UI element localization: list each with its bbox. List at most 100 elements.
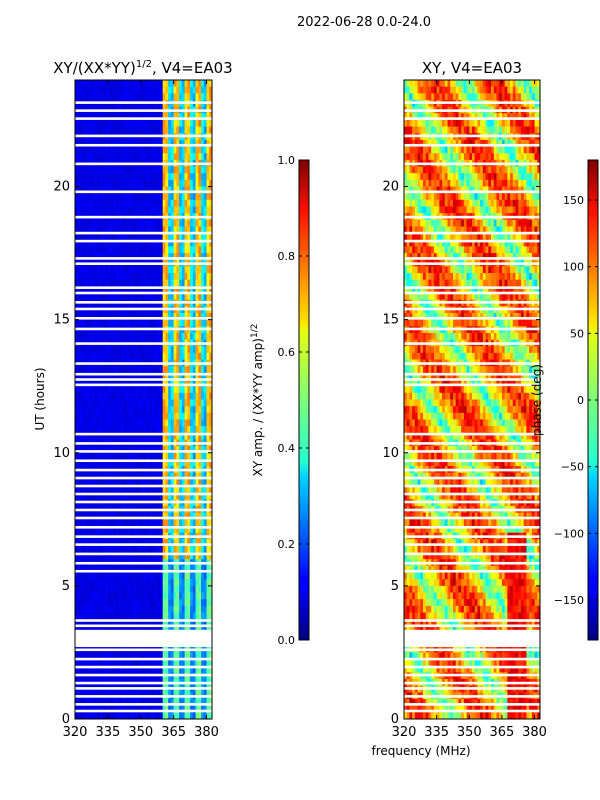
heatmap-cell <box>203 179 207 187</box>
heatmap-cell <box>88 286 92 294</box>
heatmap-cell <box>192 406 196 414</box>
heatmap-cell <box>159 446 164 454</box>
heatmap-cell <box>173 113 177 121</box>
heatmap-cell <box>80 412 84 420</box>
heatmap-cell <box>146 479 150 487</box>
heatmap-cell <box>140 605 144 613</box>
heatmap-cell <box>162 399 166 407</box>
heatmap-cell <box>138 146 142 154</box>
heatmap-cell <box>165 579 169 587</box>
heatmap-cell <box>107 619 112 627</box>
heatmap-cell <box>83 332 87 340</box>
heatmap-cell <box>206 605 210 613</box>
heatmap-cell <box>146 273 150 281</box>
heatmap-cell <box>151 352 155 360</box>
heatmap-cell <box>105 266 109 274</box>
heatmap-cell <box>146 605 150 613</box>
heatmap-cell <box>148 599 153 607</box>
heatmap-cell <box>105 432 109 440</box>
heatmap-cell <box>121 379 125 387</box>
heatmap-cell <box>105 226 109 234</box>
heatmap-cell <box>96 625 101 633</box>
heatmap-cell <box>165 479 169 487</box>
heatmap-cell <box>165 346 169 354</box>
heatmap-cell <box>135 239 139 247</box>
heatmap-cell <box>159 86 164 94</box>
heatmap-cell <box>209 193 213 201</box>
heatmap-cell <box>168 579 172 587</box>
heatmap-cell <box>116 665 120 673</box>
heatmap-cell <box>203 80 207 88</box>
heatmap-cell <box>165 173 169 181</box>
heatmap-cell <box>102 146 106 154</box>
heatmap-cell <box>181 186 185 194</box>
heatmap-cell <box>91 273 95 281</box>
heatmap-cell <box>181 446 185 454</box>
heatmap-cell <box>132 233 136 241</box>
heatmap-cell <box>165 512 169 520</box>
heatmap-cell <box>209 419 213 427</box>
heatmap-cell <box>143 472 147 480</box>
heatmap-cell <box>190 579 194 587</box>
heatmap-cell <box>107 426 112 434</box>
heatmap-cell <box>154 179 158 187</box>
heatmap-cell <box>121 193 125 201</box>
heatmap-cell <box>85 386 90 394</box>
heatmap-cell <box>94 186 98 194</box>
heatmap-cell <box>135 612 139 620</box>
heatmap-cell <box>116 199 120 207</box>
heatmap-cell <box>179 319 183 327</box>
heatmap-cell <box>148 592 153 600</box>
heatmap-cell <box>154 565 158 573</box>
heatmap-cell <box>190 346 194 354</box>
heatmap-cell <box>91 246 95 254</box>
heatmap-cell <box>157 552 161 560</box>
heatmap-cell <box>113 432 117 440</box>
heatmap-cell <box>176 352 180 360</box>
heatmap-cell <box>127 146 131 154</box>
heatmap-cell <box>121 346 125 354</box>
heatmap-cell <box>173 426 177 434</box>
heatmap-cell <box>77 392 81 400</box>
heatmap-cell <box>80 599 84 607</box>
heatmap-cell <box>198 605 202 613</box>
heatmap-cell <box>159 419 164 427</box>
heatmap-cell <box>113 492 117 500</box>
heatmap-cell <box>170 266 175 274</box>
heatmap-cell <box>209 239 213 247</box>
heatmap-cell <box>99 585 103 593</box>
heatmap-cell <box>113 399 117 407</box>
heatmap-cell <box>190 392 194 400</box>
heatmap-cell <box>168 486 172 494</box>
heatmap-cell <box>203 399 207 407</box>
heatmap-cell <box>121 319 125 327</box>
heatmap-cell <box>99 332 103 340</box>
heatmap-cell <box>154 253 158 261</box>
heatmap-cell <box>168 346 172 354</box>
heatmap-cell <box>206 399 210 407</box>
heatmap-cell <box>414 80 418 88</box>
heatmap-cell <box>201 293 205 301</box>
heatmap-cell <box>168 332 172 340</box>
heatmap-cell <box>179 705 183 713</box>
heatmap-cell <box>99 565 103 573</box>
heatmap-cell <box>198 579 202 587</box>
heatmap-cell <box>124 592 128 600</box>
heatmap-cell <box>173 599 177 607</box>
heatmap-cell <box>148 206 153 214</box>
heatmap-cell <box>140 193 144 201</box>
heatmap-cell <box>127 379 131 387</box>
heatmap-cell <box>198 525 202 534</box>
heatmap-cell <box>102 392 106 400</box>
heatmap-cell <box>75 279 79 287</box>
heatmap-cell <box>88 186 92 194</box>
heatmap-cell <box>170 659 175 667</box>
heatmap-cell <box>192 146 196 154</box>
heatmap-cell <box>135 113 139 121</box>
heatmap-cell <box>105 233 109 241</box>
heatmap-cell <box>146 119 150 127</box>
heatmap-cell <box>181 86 185 94</box>
heatmap-cell <box>105 246 109 254</box>
heatmap-cell <box>143 659 147 667</box>
heatmap-cell <box>107 293 112 301</box>
